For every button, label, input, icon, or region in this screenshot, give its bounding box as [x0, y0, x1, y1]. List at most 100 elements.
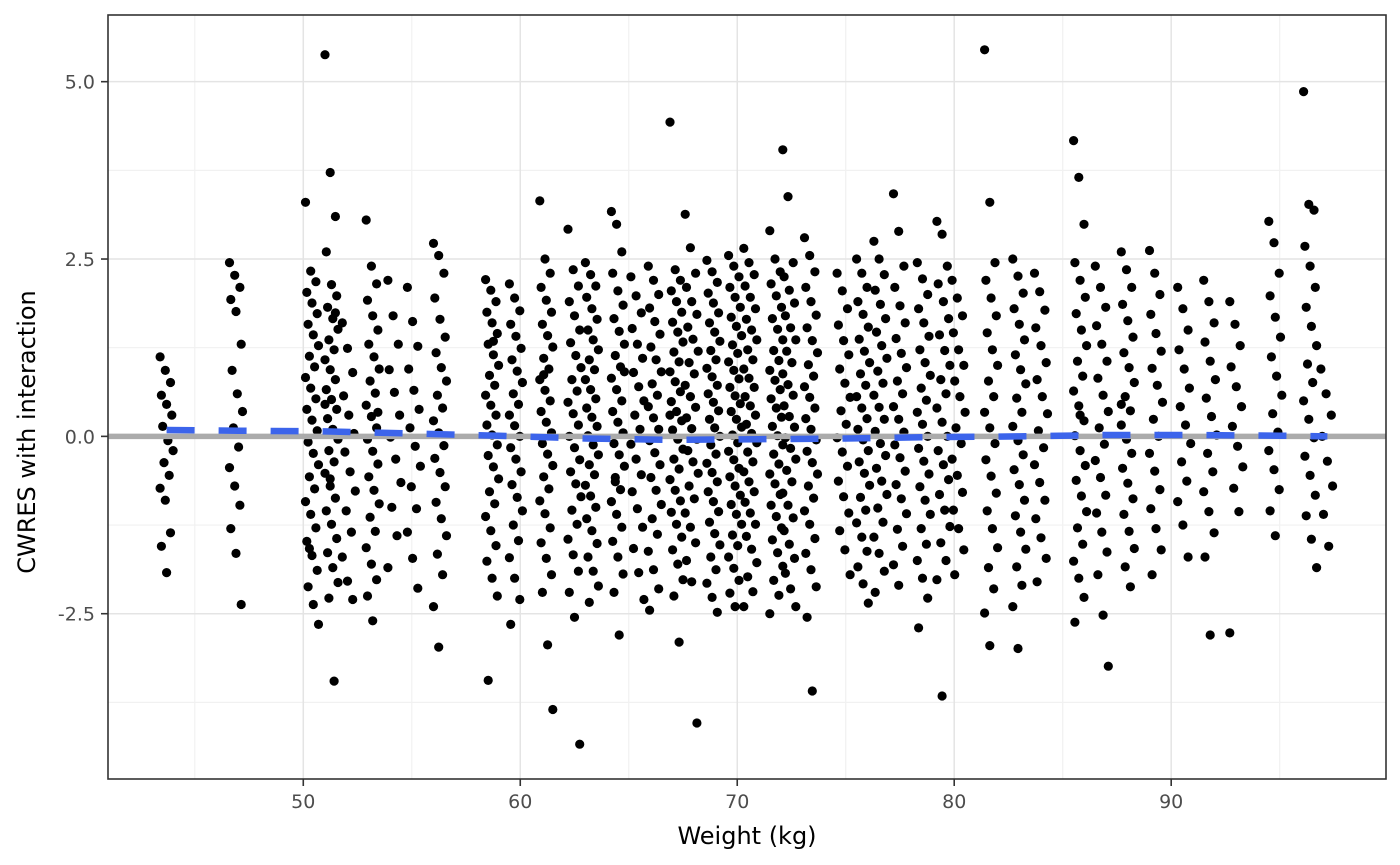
data-point: [636, 308, 646, 318]
data-point: [948, 328, 959, 338]
data-point: [608, 268, 618, 278]
data-point: [481, 275, 491, 285]
data-point: [942, 261, 952, 271]
data-point: [165, 528, 176, 538]
data-point: [563, 224, 573, 234]
data-point: [373, 325, 383, 335]
data-point: [1205, 630, 1215, 640]
data-point: [668, 425, 678, 435]
data-point: [1103, 406, 1113, 417]
data-point: [435, 467, 445, 478]
data-point: [628, 367, 639, 378]
data-point: [583, 325, 593, 335]
data-point: [311, 394, 321, 404]
data-point: [481, 390, 491, 400]
data-point: [948, 505, 959, 515]
data-point: [587, 412, 597, 422]
data-point: [863, 598, 873, 608]
data-point: [1031, 514, 1041, 524]
data-point: [858, 579, 868, 589]
data-point: [959, 360, 969, 370]
data-point: [609, 587, 619, 598]
data-point: [731, 414, 742, 424]
data-point: [895, 453, 905, 463]
data-point: [853, 297, 863, 307]
data-point: [749, 487, 759, 497]
data-point: [310, 484, 320, 494]
data-point: [900, 466, 910, 476]
data-point: [1200, 337, 1210, 347]
data-point: [703, 487, 713, 497]
data-point: [428, 602, 439, 612]
data-point: [575, 739, 585, 749]
data-point: [888, 189, 899, 199]
data-point: [788, 258, 798, 268]
data-point: [1200, 552, 1210, 562]
data-point: [1019, 335, 1030, 345]
data-point: [702, 363, 712, 373]
data-point: [300, 497, 311, 507]
data-point: [745, 292, 755, 302]
data-point: [482, 556, 492, 566]
data-point: [737, 519, 747, 529]
data-point: [778, 488, 788, 498]
data-point: [393, 339, 403, 349]
data-point: [1264, 446, 1274, 456]
data-point: [348, 594, 358, 605]
data-point: [1199, 275, 1209, 285]
data-point: [1097, 527, 1107, 537]
data-point: [714, 308, 724, 318]
data-point: [812, 348, 823, 358]
data-point: [584, 460, 594, 470]
data-point: [835, 526, 845, 536]
data-point: [569, 612, 580, 622]
data-point: [770, 254, 780, 264]
data-point: [730, 481, 740, 491]
data-point: [671, 519, 682, 529]
data-point: [788, 390, 798, 400]
data-point: [511, 331, 521, 341]
data-point: [655, 460, 665, 470]
data-point: [840, 545, 850, 555]
data-point: [1009, 304, 1019, 314]
data-point: [1021, 379, 1031, 389]
data-point: [1205, 356, 1215, 366]
data-point: [490, 380, 500, 390]
data-point: [1099, 439, 1109, 449]
data-point: [1312, 563, 1322, 573]
data-point: [1039, 443, 1049, 453]
data-point: [540, 254, 550, 264]
data-point: [801, 548, 811, 559]
data-point: [544, 484, 554, 494]
data-point: [807, 458, 817, 468]
x-tick-label: 60: [508, 791, 532, 813]
data-point: [1012, 562, 1022, 572]
data-point: [320, 355, 330, 365]
data-point: [536, 282, 546, 292]
data-point: [875, 438, 886, 449]
data-point: [535, 196, 545, 206]
data-point: [833, 320, 844, 330]
data-point: [744, 477, 754, 487]
data-point: [859, 346, 870, 356]
data-point: [643, 261, 653, 271]
data-point: [677, 532, 687, 542]
data-point: [1101, 302, 1111, 312]
data-point: [725, 382, 735, 392]
data-point: [438, 403, 448, 413]
data-point: [894, 226, 904, 236]
data-point: [666, 397, 676, 407]
data-point: [1201, 393, 1211, 403]
data-point: [159, 458, 169, 468]
data-point: [869, 390, 879, 400]
data-point: [1306, 534, 1316, 544]
data-point: [337, 318, 347, 328]
data-point: [321, 385, 331, 395]
data-point: [1150, 268, 1160, 278]
data-point: [369, 485, 379, 495]
data-point: [613, 417, 623, 427]
data-point: [702, 578, 712, 588]
data-point: [1037, 392, 1047, 402]
data-point: [726, 499, 736, 510]
data-point: [506, 443, 516, 453]
